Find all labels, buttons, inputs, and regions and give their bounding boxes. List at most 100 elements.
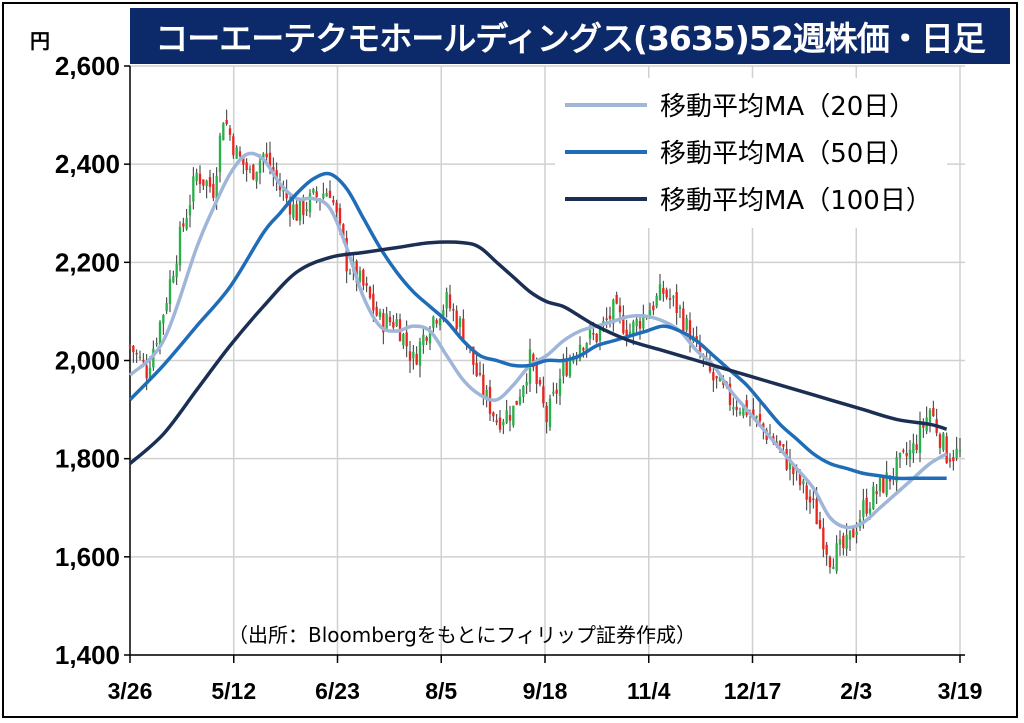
candle-up bbox=[258, 160, 262, 174]
candle-down bbox=[498, 417, 502, 430]
legend-label: 移動平均MA（20日） bbox=[660, 92, 915, 122]
candle-up bbox=[658, 284, 662, 300]
candle-up bbox=[672, 296, 675, 298]
candle-down bbox=[812, 498, 815, 501]
candle-up bbox=[312, 188, 315, 193]
candle-up bbox=[458, 318, 462, 328]
candle-up bbox=[192, 176, 195, 202]
x-tick-label: 3/26 bbox=[108, 678, 153, 704]
ma100-line bbox=[128, 240, 948, 465]
candle-down bbox=[355, 260, 358, 283]
candle-up bbox=[395, 319, 398, 326]
candle-down bbox=[392, 321, 395, 328]
candle-down bbox=[302, 197, 305, 216]
x-tick-label: 6/23 bbox=[315, 678, 360, 704]
x-tick-label: 3/19 bbox=[938, 678, 983, 704]
candle-down bbox=[508, 415, 512, 421]
candle-down bbox=[212, 183, 215, 198]
y-tick-label: 1,600 bbox=[55, 542, 120, 572]
candle-down bbox=[388, 316, 392, 323]
candle-up bbox=[282, 189, 285, 192]
candle-up bbox=[502, 421, 505, 426]
candle-down bbox=[842, 535, 845, 549]
candle-down bbox=[252, 164, 255, 180]
candle-down bbox=[782, 444, 785, 447]
y-tick-label: 2,000 bbox=[55, 346, 120, 376]
candle-up bbox=[648, 309, 652, 319]
candle-up bbox=[185, 218, 188, 230]
candle-up bbox=[895, 457, 898, 482]
candle-down bbox=[715, 376, 718, 379]
candle-down bbox=[828, 557, 832, 568]
x-tick-label: 5/12 bbox=[211, 678, 256, 704]
y-tick-label: 2,200 bbox=[55, 247, 120, 277]
candle-up bbox=[598, 327, 602, 341]
candle-down bbox=[295, 204, 298, 221]
candle-up bbox=[912, 443, 915, 454]
candle-up bbox=[642, 314, 645, 329]
candle-down bbox=[338, 208, 342, 224]
candle-down bbox=[938, 434, 942, 448]
legend-label: 移動平均MA（100日） bbox=[660, 186, 932, 216]
candle-up bbox=[155, 343, 158, 345]
candle-down bbox=[762, 423, 765, 429]
y-tick-label: 2,600 bbox=[55, 51, 120, 81]
candle-down bbox=[448, 294, 452, 309]
candle-down bbox=[482, 374, 485, 397]
x-tick-label: 9/18 bbox=[523, 678, 568, 704]
x-tick-label: 8/5 bbox=[425, 678, 457, 704]
candle-down bbox=[932, 407, 935, 417]
candle-up bbox=[442, 310, 445, 316]
candle-up bbox=[248, 168, 252, 171]
candle-down bbox=[288, 199, 292, 215]
candle-up bbox=[845, 534, 848, 549]
candle-up bbox=[438, 318, 442, 326]
candle-down bbox=[915, 444, 918, 450]
candle-up bbox=[512, 405, 515, 426]
candle-down bbox=[365, 283, 368, 286]
candle-up bbox=[222, 123, 225, 141]
candle-down bbox=[408, 351, 412, 361]
candle-down bbox=[532, 354, 535, 368]
candle-down bbox=[688, 320, 692, 344]
candle-down bbox=[852, 528, 855, 538]
candle-down bbox=[595, 333, 598, 343]
y-tick-label: 2,400 bbox=[55, 149, 120, 179]
candle-down bbox=[555, 389, 558, 394]
candle-up bbox=[848, 530, 852, 540]
candle-down bbox=[132, 345, 135, 353]
ma20-line bbox=[128, 151, 948, 530]
candle-up bbox=[168, 279, 172, 305]
candle-down bbox=[945, 436, 948, 464]
candle-up bbox=[178, 226, 182, 266]
candle-up bbox=[835, 543, 838, 572]
candle-down bbox=[182, 223, 185, 227]
candle-down bbox=[592, 333, 595, 335]
candle-down bbox=[238, 151, 242, 157]
candle-up bbox=[585, 343, 588, 351]
candle-down bbox=[608, 315, 612, 319]
candle-down bbox=[242, 157, 245, 165]
candle-up bbox=[158, 322, 162, 345]
candle-up bbox=[428, 332, 432, 344]
candle-down bbox=[375, 306, 378, 316]
candle-up bbox=[485, 389, 488, 398]
candle-up bbox=[548, 398, 552, 428]
candle-up bbox=[162, 315, 165, 324]
candle-down bbox=[902, 450, 905, 452]
candle-down bbox=[565, 359, 568, 376]
candle-up bbox=[412, 351, 415, 359]
candle-down bbox=[805, 485, 808, 500]
candle-up bbox=[325, 193, 328, 197]
candle-down bbox=[275, 170, 278, 181]
candle-up bbox=[562, 362, 565, 377]
candle-up bbox=[292, 204, 295, 218]
candle-down bbox=[265, 153, 268, 158]
candle-up bbox=[348, 272, 352, 275]
candle-up bbox=[898, 452, 902, 458]
candle-up bbox=[832, 566, 835, 569]
candle-down bbox=[922, 422, 925, 428]
candle-up bbox=[138, 356, 142, 359]
candle-down bbox=[328, 190, 332, 198]
